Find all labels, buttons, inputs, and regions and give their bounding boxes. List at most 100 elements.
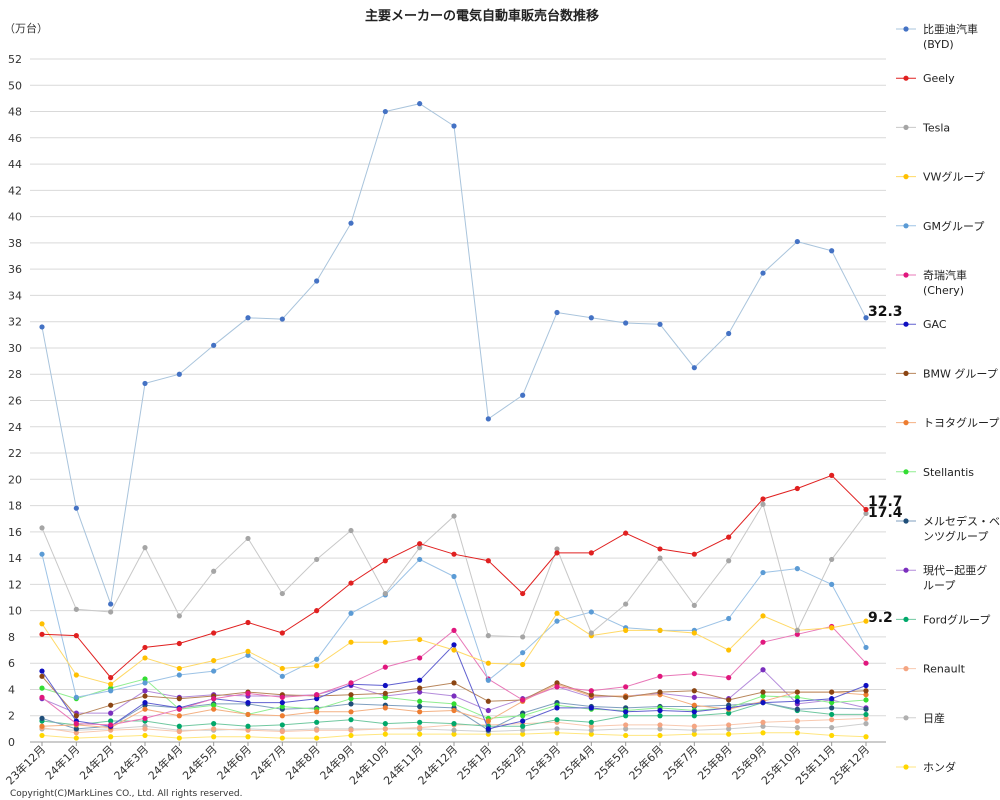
data-point [794,627,800,633]
legend-label: Fordグループ [923,612,990,626]
data-point [451,731,457,737]
y-tick-label: 22 [8,447,22,460]
legend-swatch-marker [903,75,909,81]
data-point [279,694,285,700]
data-point [73,713,79,719]
data-point [245,652,251,658]
data-point [417,724,423,731]
y-tick-label: 14 [8,552,22,565]
legend-swatch-marker [903,518,909,524]
legend-item: 比亜迪汽車 (BYD) [896,22,978,51]
y-tick-label: 42 [8,184,22,197]
data-point [314,696,320,702]
legend-label: 日産 [923,712,945,725]
data-point [691,723,697,729]
data-point [520,727,526,733]
data-point [588,723,594,729]
data-point [211,726,217,732]
data-point [794,631,800,637]
data-point [108,702,114,708]
data-point [314,709,320,715]
data-point [657,707,663,714]
series-lines [39,101,869,741]
data-point [348,709,354,715]
legend-label: Renault [923,663,966,676]
legend-swatch-marker [903,321,909,327]
data-point [829,248,835,254]
data-point [211,696,217,702]
data-point [108,601,114,607]
data-point [451,513,457,519]
data-point [108,710,114,716]
legend-swatch-marker [903,616,909,623]
chart-title: 主要メーカーの電気自動車販売台数推移 [365,8,599,24]
data-point [760,270,766,276]
data-point [314,608,320,614]
data-point [829,732,835,739]
data-point [691,365,697,371]
legend-item: Fordグループ [896,612,990,626]
data-point [314,556,320,563]
data-point [691,713,697,719]
y-tick-label: 2 [8,710,15,723]
data-point [245,619,251,626]
data-point [176,613,182,619]
data-point [554,550,560,556]
data-point [554,610,560,616]
data-point [863,315,869,321]
y-tick-label: 30 [8,342,22,355]
series-group [39,730,869,741]
y-tick-label: 4 [8,683,15,696]
legend-label: 比亜迪汽車 [923,22,978,36]
legend-item: トヨタグループ [896,416,999,430]
y-tick-label: 12 [8,578,22,591]
data-point [588,692,594,698]
data-point [726,705,732,711]
data-point [279,728,285,735]
legend-label: ホンダ [923,760,956,774]
data-point [417,636,423,643]
data-point [588,630,594,636]
data-point [863,692,869,698]
data-point [39,673,45,679]
legend-swatch-marker [903,764,909,770]
data-point [245,535,251,542]
data-point [451,693,457,699]
data-point [451,707,457,714]
data-point [520,731,526,737]
data-point [417,556,423,563]
data-point [245,699,251,706]
data-point [726,710,732,716]
data-point [451,701,457,707]
data-point [314,656,320,662]
data-point [623,726,629,732]
data-point [657,555,663,561]
data-point [863,506,869,513]
data-point [863,711,869,718]
data-point [691,694,697,700]
data-point [794,706,800,712]
legend-label: BMW グループ [923,366,998,380]
y-tick-label: 32 [8,316,22,329]
annotation-label: 17.4 [868,505,903,521]
data-point [417,101,423,107]
data-point [829,581,835,587]
data-point [348,527,354,534]
data-point [211,568,217,574]
data-point [108,609,114,615]
data-point [623,530,629,536]
data-point [142,380,148,387]
data-point [863,697,869,703]
y-tick-label: 16 [8,526,22,539]
data-point [794,485,800,492]
data-point [863,715,869,721]
data-point [623,684,629,690]
data-point [760,569,766,576]
data-point [726,558,732,564]
data-point [657,546,663,552]
legend-label: Tesla [922,121,950,134]
data-point [245,648,251,654]
data-point [485,698,491,704]
data-point [829,717,835,723]
